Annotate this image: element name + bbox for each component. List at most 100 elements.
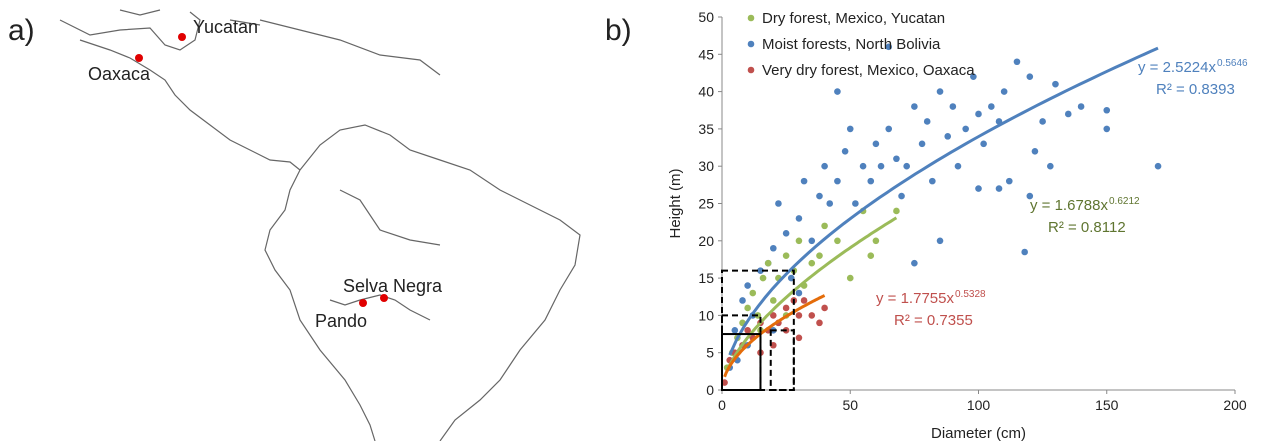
y-tick-label: 15 xyxy=(698,270,714,286)
point xyxy=(1013,58,1021,66)
legend-marker xyxy=(747,40,755,48)
site-dot xyxy=(380,294,388,302)
point xyxy=(954,162,962,170)
point xyxy=(859,162,867,170)
point xyxy=(918,140,926,148)
trendline xyxy=(728,46,1159,356)
equation: y = 1.7755x xyxy=(876,290,954,307)
point xyxy=(970,73,977,80)
equation: y = 2.5224x xyxy=(1138,59,1216,76)
site-dot xyxy=(135,54,143,62)
r-squared: R² = 0.8393 xyxy=(1156,81,1235,98)
point xyxy=(923,118,931,125)
legend-label: Dry forest, Mexico, Yucatan xyxy=(762,10,945,27)
site-dot xyxy=(178,33,186,41)
point xyxy=(795,237,803,245)
point xyxy=(834,88,841,95)
point xyxy=(775,200,782,207)
point xyxy=(1154,162,1162,170)
equation: y = 1.6788x xyxy=(1030,197,1108,214)
point xyxy=(911,259,918,267)
x-tick-label: 0 xyxy=(718,397,726,413)
point xyxy=(816,192,823,200)
point xyxy=(911,103,918,110)
point xyxy=(759,274,767,282)
site-label: Yucatan xyxy=(193,17,258,37)
point xyxy=(903,162,910,170)
point xyxy=(877,162,885,170)
point xyxy=(885,43,893,51)
point xyxy=(808,259,816,267)
point xyxy=(826,200,834,207)
point xyxy=(770,297,777,304)
x-tick-label: 100 xyxy=(967,397,991,413)
point xyxy=(1031,147,1039,155)
point xyxy=(872,140,880,148)
y-tick-label: 40 xyxy=(698,84,714,100)
x-axis-label: Diameter (cm) xyxy=(931,425,1026,441)
y-tick-label: 45 xyxy=(698,46,714,62)
point xyxy=(808,237,816,245)
r-squared: R² = 0.8112 xyxy=(1048,219,1126,236)
point xyxy=(731,327,739,334)
legend-label: Very dry forest, Mexico, Oaxaca xyxy=(762,62,975,79)
point xyxy=(846,274,854,282)
zoom-box xyxy=(721,314,762,391)
y-tick-label: 50 xyxy=(698,9,714,25)
point xyxy=(1077,103,1085,110)
point xyxy=(816,319,823,327)
y-tick-label: 5 xyxy=(706,345,714,361)
point xyxy=(795,312,803,319)
site-dot xyxy=(359,299,367,307)
point xyxy=(1052,80,1059,88)
point xyxy=(821,222,828,230)
equation-exponent: 0.6212 xyxy=(1109,196,1140,207)
point xyxy=(1064,110,1072,118)
zoom-box xyxy=(769,329,795,392)
equation-exponent: 0.5646 xyxy=(1217,58,1248,69)
point xyxy=(980,140,987,148)
site-label: Oaxaca xyxy=(88,64,151,84)
point xyxy=(975,110,982,118)
x-tick-label: 200 xyxy=(1223,397,1247,413)
point xyxy=(929,177,936,185)
trendline xyxy=(725,216,898,372)
point xyxy=(795,215,803,222)
point xyxy=(1021,248,1028,256)
r-squared: R² = 0.7355 xyxy=(894,312,973,329)
point xyxy=(782,252,790,260)
y-tick-label: 10 xyxy=(698,307,714,323)
point xyxy=(1103,125,1111,133)
y-axis-label: Height (m) xyxy=(667,168,684,238)
point xyxy=(1026,192,1034,200)
point xyxy=(834,177,841,185)
point xyxy=(770,244,777,252)
point xyxy=(995,185,1003,192)
point xyxy=(1039,118,1046,125)
point xyxy=(852,200,859,207)
y-tick-label: 0 xyxy=(706,382,714,398)
point xyxy=(764,259,772,267)
point xyxy=(1005,177,1013,185)
legend-marker xyxy=(747,66,755,74)
point xyxy=(1103,106,1111,114)
trendline xyxy=(723,294,826,378)
point xyxy=(936,237,944,245)
point xyxy=(770,312,777,319)
point xyxy=(867,177,875,185)
point xyxy=(949,103,957,110)
point xyxy=(749,289,757,297)
point xyxy=(1000,88,1008,95)
point xyxy=(962,125,969,133)
point xyxy=(885,125,893,133)
point xyxy=(988,103,995,110)
legend-label: Moist forests, North Bolivia xyxy=(762,36,941,53)
x-tick-label: 150 xyxy=(1095,397,1119,413)
point xyxy=(944,133,952,140)
point xyxy=(800,297,808,304)
equation-exponent: 0.5328 xyxy=(955,289,986,300)
point xyxy=(782,230,790,237)
point xyxy=(816,252,823,260)
point xyxy=(1047,162,1054,170)
